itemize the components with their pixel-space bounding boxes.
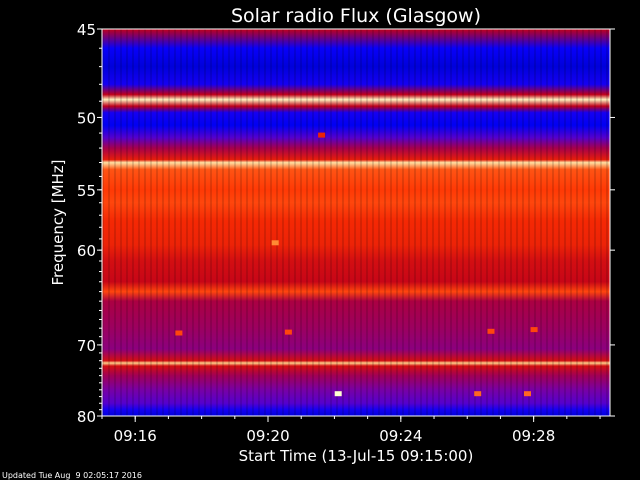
x-tick-label-3: 09:28 xyxy=(512,427,555,445)
y-axis-label: Frequency [MHz] xyxy=(49,159,67,285)
updated-timestamp: Updated Tue Aug 9 02:05:17 2016 xyxy=(2,471,142,480)
x-tick-label-0: 09:16 xyxy=(114,427,157,445)
burst-mark-8 xyxy=(524,391,531,397)
burst-mark-3 xyxy=(175,330,183,336)
y-tick-label-5: 80 xyxy=(77,408,96,426)
burst-mark-7 xyxy=(474,391,482,397)
burst-mark-0 xyxy=(271,240,279,246)
burst-mark-6 xyxy=(530,327,538,333)
burst-mark-5 xyxy=(487,328,495,334)
burst-mark-4 xyxy=(284,329,292,335)
x-tick-label-1: 09:20 xyxy=(246,427,289,445)
y-tick-label-4: 70 xyxy=(77,337,96,355)
x-axis-label: Start Time (13-Jul-15 09:15:00) xyxy=(239,447,474,465)
burst-layer xyxy=(175,132,538,397)
time-stripes xyxy=(102,29,610,416)
plot-area xyxy=(101,28,611,417)
x-tick-label-2: 09:24 xyxy=(379,427,422,445)
plot-frame xyxy=(101,28,611,417)
y-tick-label-1: 50 xyxy=(77,109,96,127)
burst-mark-2 xyxy=(334,391,342,397)
burst-mark-1 xyxy=(318,132,326,138)
chart-title: Solar radio Flux (Glasgow) xyxy=(231,5,481,27)
y-tick-label-0: 45 xyxy=(77,21,96,39)
y-tick-label-3: 60 xyxy=(77,242,96,260)
y-tick-label-2: 55 xyxy=(77,182,96,200)
y-axis: 45 50 55 60 70 80 xyxy=(77,21,615,426)
x-axis: 09:16 09:20 09:24 09:28 xyxy=(101,416,601,445)
